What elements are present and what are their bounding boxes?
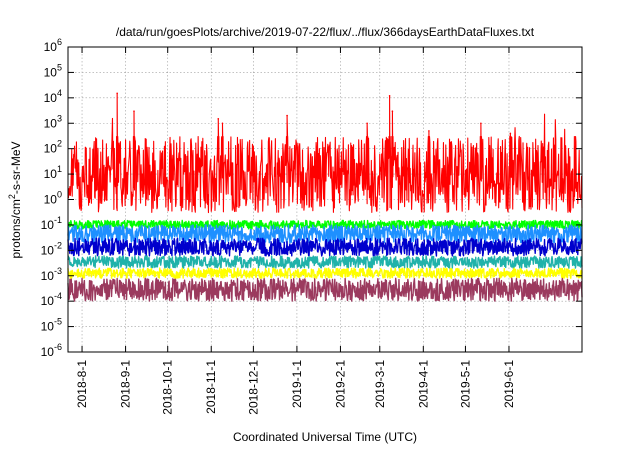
y-tick-label: 103 — [44, 113, 62, 130]
y-tick-label: 101 — [44, 164, 62, 181]
x-tick-label: 2019-1-1 — [290, 360, 304, 408]
x-axis-label: Coordinated Universal Time (UTC) — [233, 430, 417, 444]
x-tick-label: 2018-11-1 — [204, 360, 218, 414]
chart-title: /data/run/goesPlots/archive/2019-07-22/f… — [116, 25, 535, 39]
y-tick-label: 102 — [44, 139, 62, 156]
series-peak-point — [217, 117, 220, 120]
series-peak-point — [286, 114, 288, 117]
x-tick-label: 2018-8-1 — [75, 360, 89, 408]
series-peak-point — [133, 110, 135, 112]
y-tick-label: 100 — [44, 190, 62, 207]
x-tick-label: 2018-10-1 — [161, 360, 175, 415]
data-series — [67, 92, 583, 302]
y-tick-label: 104 — [44, 88, 62, 105]
series-line-6 — [67, 277, 583, 302]
y-tick-label: 10-2 — [41, 240, 62, 257]
y-tick-label: 106 — [44, 37, 62, 54]
x-tick-label: 2019-2-1 — [333, 360, 347, 408]
x-tick-label: 2018-12-1 — [246, 360, 260, 415]
y-axis-label: protons/cm2-s-sr-MeV — [7, 141, 23, 258]
series-peak-point — [574, 145, 576, 148]
series-line-1 — [67, 219, 583, 230]
series-peak-point — [116, 92, 118, 95]
series-line-3 — [67, 237, 583, 257]
x-tick-label: 2018-9-1 — [119, 360, 133, 408]
axes: 10-6 10-5 10-4 10-3 10-2 10-1 100 101 102 103 104 1… — [41, 37, 582, 415]
y-tick-label: 10-5 — [41, 317, 62, 334]
x-tick-label: 2019-5-1 — [458, 360, 472, 408]
y-tick-label: 10-6 — [41, 342, 62, 359]
series-line-5 — [67, 267, 583, 279]
x-tick-label: 2019-3-1 — [373, 360, 387, 408]
series-peak-point — [388, 95, 391, 97]
y-tick-label: 10-1 — [41, 215, 62, 232]
x-tick-label: 2019-6-1 — [502, 360, 516, 408]
series-line-2 — [67, 224, 583, 244]
series-line-4 — [67, 255, 583, 269]
series-peak-point — [391, 110, 394, 112]
series-peak-point — [480, 122, 482, 125]
series-peak-point — [366, 122, 368, 125]
series-peak-point — [221, 122, 224, 125]
series-peak-point — [509, 132, 512, 135]
y-tick-label: 105 — [44, 62, 62, 79]
series-line-0 — [67, 92, 583, 214]
x-tick-label: 2019-4-1 — [416, 360, 430, 408]
series-peak-point — [428, 130, 430, 132]
y-tick-label: 10-4 — [41, 291, 62, 308]
y-tick-label: 10-3 — [41, 266, 62, 283]
